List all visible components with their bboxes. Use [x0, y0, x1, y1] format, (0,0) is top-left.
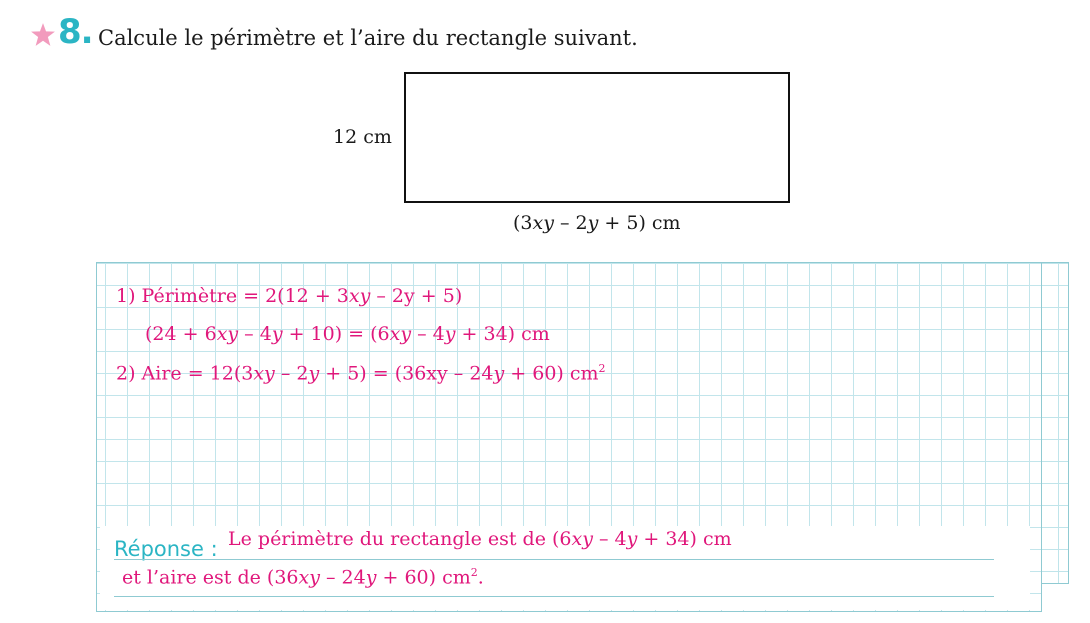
- rectangle-width-label: (3xy – 2y + 5) cm: [513, 212, 681, 234]
- answer-rule-1: [114, 559, 994, 560]
- star-icon: [31, 23, 55, 46]
- solution-line-area: 2) Aire = 12(3xy – 2y + 5) = (36xy – 24y…: [116, 362, 606, 385]
- answer-label: Réponse :: [114, 537, 218, 561]
- answer-box: Réponse : Le périmètre du rectangle est …: [100, 526, 1030, 610]
- answer-line-1: Le périmètre du rectangle est de (6xy – …: [228, 528, 732, 550]
- solution-line-perimeter-calc: (24 + 6xy – 4y + 10) = (6xy – 4y + 34) c…: [145, 323, 550, 345]
- answer-line-2: et l’aire est de (36xy – 24y + 60) cm2.: [122, 566, 484, 589]
- exercise-instruction: Calcule le périmètre et l’aire du rectan…: [98, 26, 638, 50]
- answer-rule-2: [114, 596, 994, 597]
- rectangle-figure: [404, 72, 790, 203]
- rectangle-height-label: 12 cm: [333, 126, 392, 148]
- solution-line-perimeter: 1) Périmètre = 2(12 + 3xy – 2y + 5): [116, 285, 463, 307]
- exercise-number: 8.: [58, 12, 94, 52]
